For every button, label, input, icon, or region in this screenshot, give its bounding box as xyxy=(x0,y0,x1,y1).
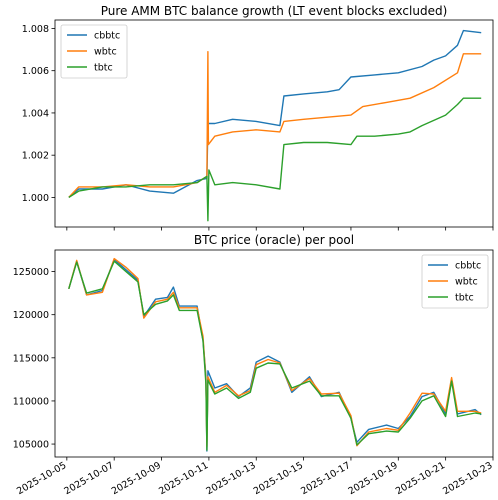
legend: cbbtc wbtc tbtc xyxy=(60,24,128,79)
y-tick-label: 1.000 xyxy=(22,193,49,204)
legend-label-tbtc: tbtc xyxy=(455,293,474,304)
legend-label-tbtc: tbtc xyxy=(94,63,113,74)
y-tick-label: 115000 xyxy=(13,353,49,364)
legend-label-cbbtc: cbbtc xyxy=(455,261,481,272)
series-line-cbbtc xyxy=(68,29,482,198)
legend-label-wbtc: wbtc xyxy=(94,47,117,58)
y-tick-label: 1.006 xyxy=(22,66,49,77)
series-line-tbtc xyxy=(68,97,482,222)
plot-area xyxy=(68,29,482,222)
y-tick-label: 1.002 xyxy=(22,151,49,162)
y-tick-label: 1.008 xyxy=(22,24,49,35)
chart-title: BTC price (oracle) per pool xyxy=(194,233,354,247)
axes-frame xyxy=(54,19,494,228)
y-tick-label: 110000 xyxy=(13,396,49,407)
legend-label-wbtc: wbtc xyxy=(455,277,478,288)
legend-box xyxy=(421,254,489,309)
plot-area xyxy=(68,257,482,452)
y-tick-label: 125000 xyxy=(13,267,49,278)
axes: 1.000 1.002 1.004 1.006 1.008 xyxy=(22,24,494,231)
y-tick-label: 120000 xyxy=(13,310,49,321)
y-tick-label: 1.004 xyxy=(22,108,49,119)
balance-growth-panel: Pure AMM BTC balance growth (LT event bl… xyxy=(22,4,494,231)
series-line-wbtc xyxy=(68,51,482,198)
legend: cbbtc wbtc tbtc xyxy=(421,254,489,309)
legend-label-cbbtc: cbbtc xyxy=(94,31,120,42)
y-tick-label: 105000 xyxy=(13,440,49,451)
series-line-tbtc xyxy=(68,260,482,451)
legend-box xyxy=(60,24,128,79)
axes-frame xyxy=(54,249,494,458)
chart-title: Pure AMM BTC balance growth (LT event bl… xyxy=(101,4,448,18)
